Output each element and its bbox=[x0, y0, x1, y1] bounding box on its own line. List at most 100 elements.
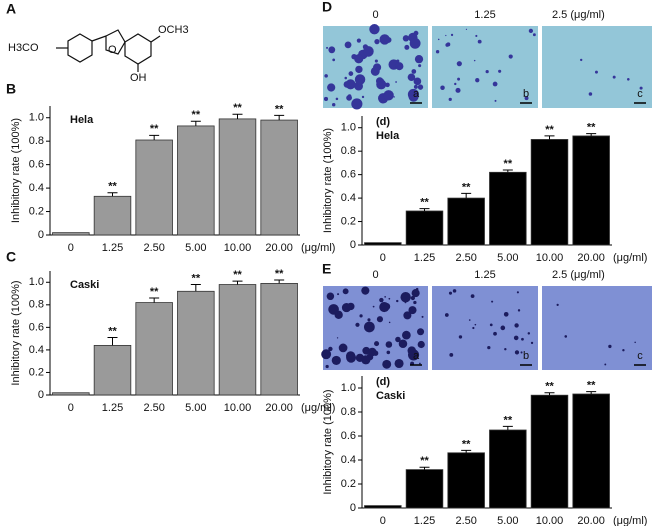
x-tick-label: 1.25 bbox=[414, 515, 435, 526]
x-tick-label: 2.50 bbox=[455, 252, 476, 264]
colony bbox=[393, 96, 395, 98]
x-tick-label: 5.00 bbox=[185, 242, 206, 254]
colony bbox=[450, 33, 454, 37]
x-tick-label: 5.00 bbox=[185, 402, 206, 414]
colony bbox=[413, 77, 422, 86]
colony bbox=[347, 302, 355, 311]
colony bbox=[402, 35, 410, 42]
y-tick-label: 0.6 bbox=[29, 321, 44, 333]
colony bbox=[500, 325, 506, 331]
colony bbox=[396, 59, 400, 63]
y-tick-label: 0.2 bbox=[29, 205, 44, 217]
colony bbox=[530, 341, 534, 345]
colony bbox=[413, 84, 418, 89]
chart-title: Hela bbox=[70, 114, 94, 126]
x-tick-label: 0 bbox=[380, 515, 386, 526]
error-bar bbox=[586, 133, 597, 136]
colony bbox=[400, 291, 411, 303]
colony bbox=[347, 94, 352, 98]
significance: ** bbox=[587, 380, 596, 392]
photo-letter: b bbox=[523, 88, 529, 100]
x-tick-label: 20.00 bbox=[577, 252, 605, 264]
colony bbox=[374, 59, 378, 63]
colony bbox=[468, 319, 471, 321]
x-axis-label: (μg/ml) bbox=[301, 402, 335, 414]
colony bbox=[409, 37, 421, 49]
colony bbox=[359, 314, 363, 318]
colony bbox=[404, 301, 407, 304]
colony bbox=[325, 364, 329, 369]
colony bbox=[344, 76, 348, 80]
x-tick-label: 1.25 bbox=[414, 252, 435, 264]
substituent: OH bbox=[130, 72, 147, 84]
concentration-label: 1.25 bbox=[474, 9, 495, 21]
colony bbox=[445, 43, 450, 47]
y-tick-label: 0 bbox=[38, 229, 44, 241]
error-bar bbox=[502, 169, 513, 173]
significance: ** bbox=[545, 381, 554, 393]
y-axis-label: Inhibitory rate (100%) bbox=[322, 128, 334, 233]
colony bbox=[532, 33, 536, 37]
colony bbox=[354, 74, 366, 85]
colony bbox=[413, 300, 417, 305]
colony bbox=[473, 59, 476, 62]
colony bbox=[514, 350, 520, 355]
colony bbox=[355, 65, 363, 74]
x-tick-label: 10.00 bbox=[224, 402, 252, 414]
colony bbox=[338, 343, 348, 353]
significance: ** bbox=[150, 123, 159, 135]
colony bbox=[361, 355, 371, 365]
error-bar bbox=[274, 279, 285, 284]
x-tick-label: 2.50 bbox=[455, 515, 476, 526]
bar bbox=[260, 282, 298, 396]
x-tick-label: 0 bbox=[68, 402, 74, 414]
colony bbox=[323, 96, 329, 102]
colony bbox=[444, 313, 449, 317]
chart-title: Caski bbox=[376, 390, 405, 402]
colony bbox=[355, 322, 360, 327]
colony bbox=[374, 341, 380, 347]
y-axis-label: Inhibitory rate (100%) bbox=[10, 280, 22, 385]
colony bbox=[344, 41, 352, 49]
y-tick-label: 0.8 bbox=[29, 135, 44, 147]
significance: ** bbox=[504, 414, 513, 426]
colony bbox=[435, 50, 440, 54]
colony bbox=[516, 291, 519, 294]
colony bbox=[414, 354, 418, 358]
x-tick-label: 1.25 bbox=[102, 402, 123, 414]
bar bbox=[93, 195, 132, 236]
substituent: OCH3 bbox=[158, 24, 189, 36]
y-tick-label: 0.8 bbox=[341, 145, 356, 157]
error-bar bbox=[502, 425, 513, 430]
significance: ** bbox=[462, 438, 471, 450]
bar bbox=[405, 469, 444, 509]
colony bbox=[448, 291, 453, 295]
chart-tag: (d) bbox=[376, 376, 390, 388]
significance: ** bbox=[108, 181, 117, 193]
colony bbox=[457, 77, 461, 81]
colony bbox=[385, 341, 393, 348]
y-tick-label: 1.0 bbox=[341, 122, 356, 134]
colony bbox=[455, 87, 461, 93]
colony bbox=[437, 38, 440, 41]
colony bbox=[604, 363, 607, 366]
bar bbox=[405, 210, 444, 246]
colony-photo bbox=[432, 26, 538, 108]
error-bar bbox=[419, 208, 430, 211]
error-bar bbox=[149, 134, 160, 141]
panel-label: A bbox=[6, 1, 16, 17]
significance: ** bbox=[233, 102, 242, 114]
colony bbox=[386, 350, 391, 355]
colony bbox=[440, 85, 445, 90]
colony bbox=[521, 337, 524, 341]
bar bbox=[364, 242, 402, 246]
bar bbox=[177, 290, 215, 396]
colony bbox=[493, 331, 497, 336]
colony bbox=[376, 79, 387, 90]
colony bbox=[627, 78, 630, 81]
significance: ** bbox=[504, 158, 513, 170]
colony bbox=[361, 286, 370, 295]
colony bbox=[374, 38, 380, 45]
atom: O bbox=[108, 44, 117, 56]
